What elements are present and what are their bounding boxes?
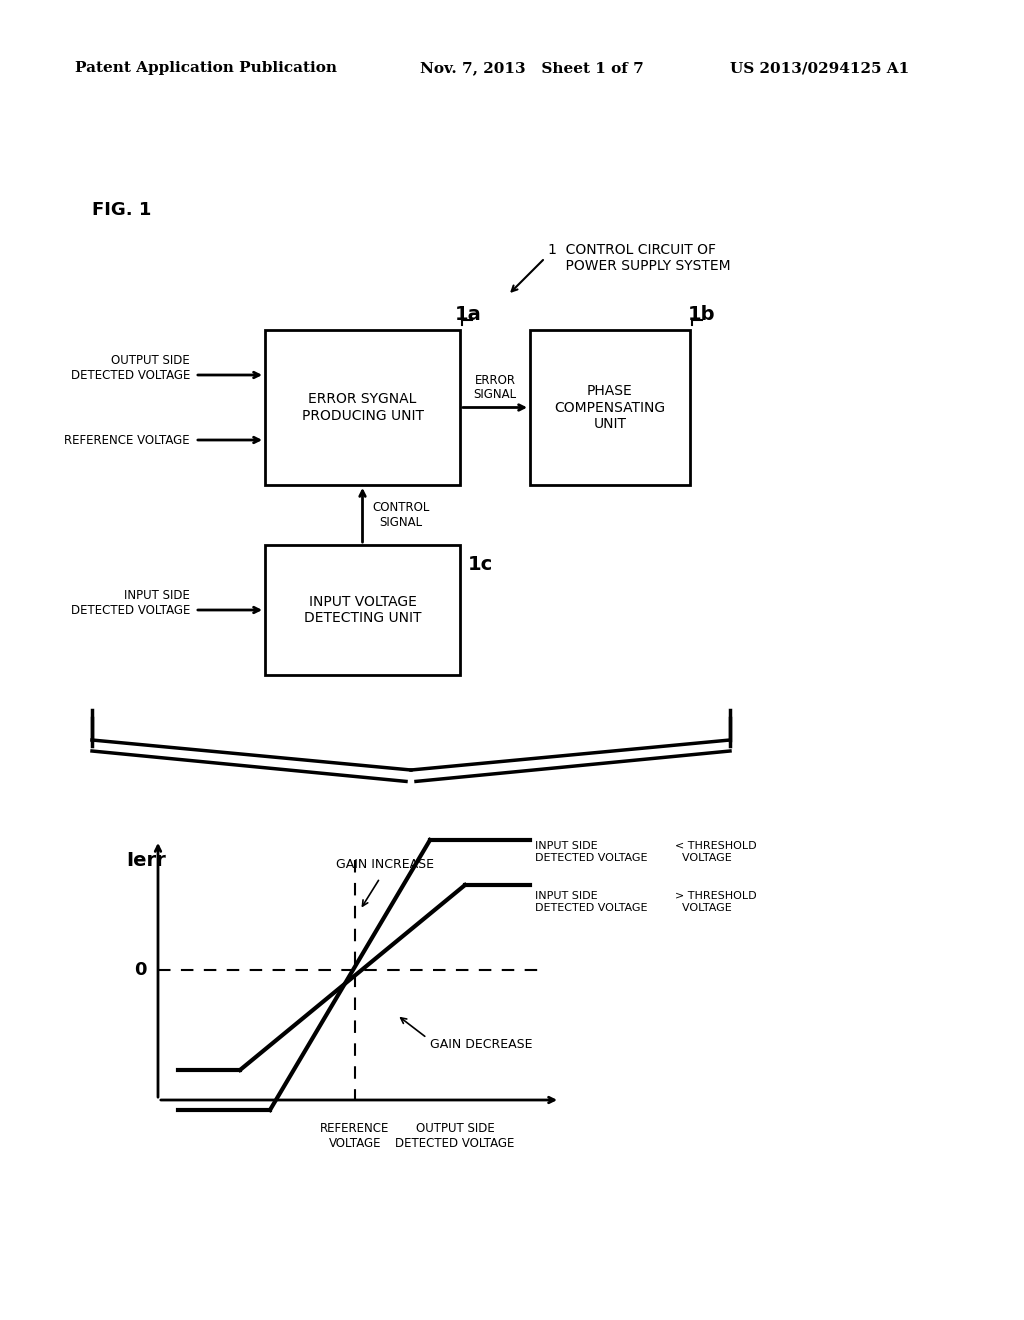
Text: PHASE
COMPENSATING
UNIT: PHASE COMPENSATING UNIT bbox=[554, 384, 666, 430]
Text: INPUT SIDE
DETECTED VOLTAGE: INPUT SIDE DETECTED VOLTAGE bbox=[535, 891, 647, 913]
Bar bbox=[530, 330, 690, 484]
Text: OUTPUT SIDE
DETECTED VOLTAGE: OUTPUT SIDE DETECTED VOLTAGE bbox=[71, 354, 190, 381]
Text: US 2013/0294125 A1: US 2013/0294125 A1 bbox=[730, 61, 909, 75]
Text: < THRESHOLD
  VOLTAGE: < THRESHOLD VOLTAGE bbox=[675, 841, 757, 863]
Text: REFERENCE VOLTAGE: REFERENCE VOLTAGE bbox=[65, 433, 190, 446]
Text: ERROR SYGNAL
PRODUCING UNIT: ERROR SYGNAL PRODUCING UNIT bbox=[301, 392, 424, 422]
Text: 1c: 1c bbox=[468, 556, 494, 574]
Text: 1  CONTROL CIRCUIT OF
    POWER SUPPLY SYSTEM: 1 CONTROL CIRCUIT OF POWER SUPPLY SYSTEM bbox=[548, 243, 731, 273]
Text: Nov. 7, 2013   Sheet 1 of 7: Nov. 7, 2013 Sheet 1 of 7 bbox=[420, 61, 644, 75]
Text: INPUT SIDE
DETECTED VOLTAGE: INPUT SIDE DETECTED VOLTAGE bbox=[535, 841, 647, 863]
Bar bbox=[265, 330, 460, 484]
Text: INPUT VOLTAGE
DETECTING UNIT: INPUT VOLTAGE DETECTING UNIT bbox=[304, 595, 421, 626]
Text: CONTROL
SIGNAL: CONTROL SIGNAL bbox=[373, 502, 430, 529]
Text: GAIN DECREASE: GAIN DECREASE bbox=[430, 1039, 532, 1052]
Text: ERROR
SIGNAL: ERROR SIGNAL bbox=[473, 374, 516, 401]
Bar bbox=[265, 545, 460, 675]
Text: Patent Application Publication: Patent Application Publication bbox=[75, 61, 337, 75]
Text: GAIN INCREASE: GAIN INCREASE bbox=[336, 858, 434, 871]
Text: INPUT SIDE
DETECTED VOLTAGE: INPUT SIDE DETECTED VOLTAGE bbox=[71, 589, 190, 616]
Text: OUTPUT SIDE
DETECTED VOLTAGE: OUTPUT SIDE DETECTED VOLTAGE bbox=[395, 1122, 515, 1150]
Text: > THRESHOLD
  VOLTAGE: > THRESHOLD VOLTAGE bbox=[675, 891, 757, 913]
Text: Ierr: Ierr bbox=[126, 850, 166, 870]
Text: 1b: 1b bbox=[688, 305, 716, 323]
Text: REFERENCE
VOLTAGE: REFERENCE VOLTAGE bbox=[321, 1122, 390, 1150]
Text: 1a: 1a bbox=[455, 305, 481, 323]
Text: 0: 0 bbox=[134, 961, 146, 979]
Text: FIG. 1: FIG. 1 bbox=[92, 201, 152, 219]
